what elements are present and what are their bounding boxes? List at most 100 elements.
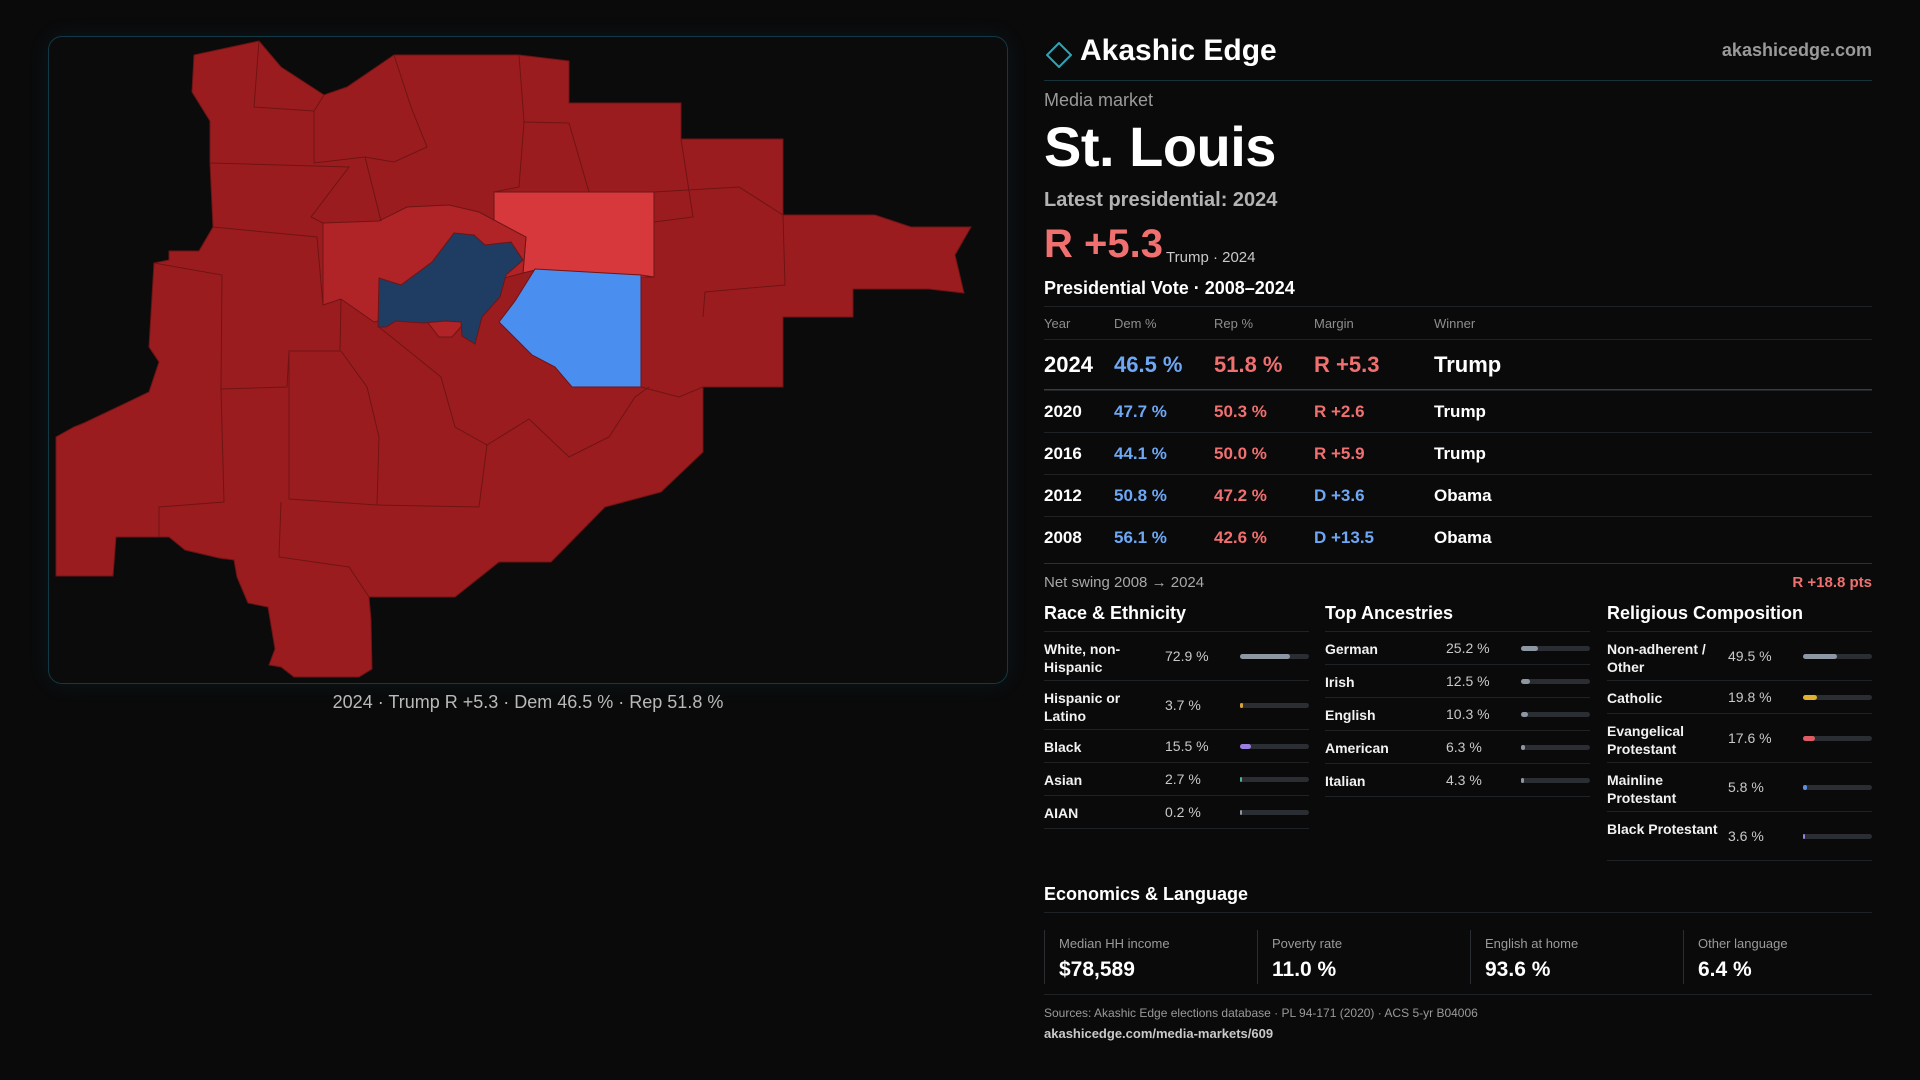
item-label: Black Protestant — [1607, 821, 1718, 837]
item-value: 6.3 % — [1446, 739, 1482, 755]
progress-track — [1803, 695, 1872, 700]
permalink[interactable]: akashicedge.com/media-markets/609 — [1044, 1026, 1274, 1041]
progress-fill — [1521, 745, 1525, 750]
header-year: Year — [1044, 316, 1071, 331]
progress-fill — [1240, 744, 1251, 749]
list-item: German 25.2 % — [1325, 632, 1590, 665]
header-winner: Winner — [1434, 316, 1476, 331]
county-shape[interactable] — [55, 40, 972, 678]
brand-url[interactable]: akashicedge.com — [1721, 40, 1872, 60]
list-item: English 10.3 % — [1325, 698, 1590, 731]
stat-label: Other language — [1698, 936, 1788, 951]
item-value: 5.8 % — [1728, 779, 1764, 795]
item-label: AIAN — [1044, 805, 1079, 821]
progress-track — [1521, 679, 1590, 684]
item-label: Italian — [1325, 773, 1366, 789]
latest-winner-year: Trump · 2024 — [1166, 249, 1256, 266]
sources-text: Sources: Akashic Edge elections database… — [1044, 1006, 1478, 1020]
item-label: Irish — [1325, 674, 1355, 690]
row-winner: Trump — [1434, 352, 1502, 377]
progress-track — [1521, 646, 1590, 651]
progress-fill — [1803, 736, 1815, 741]
row-year: 2016 — [1044, 444, 1082, 463]
stat-median-income: Median HH income $78,589 — [1044, 930, 1243, 984]
presidential-vote-title: Presidential Vote · 2008–2024 — [1044, 278, 1295, 298]
county-shapes — [55, 40, 972, 678]
list-item: American 6.3 % — [1325, 731, 1590, 764]
row-winner: Trump — [1434, 444, 1486, 463]
divider — [1044, 994, 1872, 995]
item-value: 17.6 % — [1728, 730, 1772, 746]
list-item: Irish 12.5 % — [1325, 665, 1590, 698]
row-rep: 42.6 % — [1214, 528, 1267, 547]
county-shape[interactable] — [498, 268, 642, 388]
race-ethnicity-list: White, non-Hispanic 72.9 % Hispanic or Lat… — [1044, 632, 1309, 829]
row-margin: R +5.9 — [1314, 444, 1365, 463]
list-item: Black Protestant 3.6 % — [1607, 812, 1872, 861]
stat-value: $78,589 — [1059, 958, 1135, 981]
section-title: Top Ancestries — [1325, 603, 1590, 632]
stat-label: English at home — [1485, 936, 1579, 951]
header-margin: Margin — [1314, 316, 1354, 331]
progress-fill — [1803, 785, 1807, 790]
row-dem: 46.5 % — [1114, 352, 1183, 377]
item-value: 0.2 % — [1165, 804, 1201, 820]
item-label: Mainline Protestant — [1607, 772, 1677, 806]
county-borders — [153, 40, 786, 598]
section-title: Race & Ethnicity — [1044, 603, 1309, 632]
item-value: 4.3 % — [1446, 772, 1482, 788]
item-value: 72.9 % — [1165, 648, 1209, 664]
progress-track — [1803, 736, 1872, 741]
brand-name[interactable]: Akashic Edge — [1080, 34, 1277, 67]
item-label: Catholic — [1607, 690, 1663, 706]
list-item: Italian 4.3 % — [1325, 764, 1590, 797]
table-row: 2012 50.8 % 47.2 % D +3.6 Obama — [1044, 474, 1872, 516]
item-label: German — [1325, 641, 1378, 657]
row-margin: R +2.6 — [1314, 402, 1365, 421]
header-dem: Dem % — [1114, 316, 1157, 331]
progress-fill — [1803, 695, 1817, 700]
map-caption: 2024 · Trump R +5.3 · Dem 46.5 % · Rep 5… — [332, 692, 724, 712]
progress-track — [1240, 777, 1309, 782]
progress-fill — [1240, 654, 1290, 659]
list-item: Hispanic or Latino 3.7 % — [1044, 681, 1309, 730]
stat-english-at-home: English at home 93.6 % — [1470, 930, 1669, 984]
economics-stats: Median HH income $78,589 Poverty rate 11… — [1044, 926, 1872, 990]
county-shape[interactable] — [377, 232, 524, 345]
item-label: Black — [1044, 739, 1082, 755]
item-value: 3.6 % — [1728, 828, 1764, 844]
table-row: 2016 44.1 % 50.0 % R +5.9 Trump — [1044, 432, 1872, 474]
item-value: 49.5 % — [1728, 648, 1772, 664]
row-dem: 50.8 % — [1114, 486, 1167, 505]
header-rep: Rep % — [1214, 316, 1254, 331]
item-value: 12.5 % — [1446, 673, 1490, 689]
progress-track — [1240, 654, 1309, 659]
progress-track — [1240, 744, 1309, 749]
stat-value: 93.6 % — [1485, 958, 1551, 981]
race-ethnicity-section: Race & Ethnicity White, non-Hispanic 72.9… — [1044, 603, 1309, 829]
header: Akashic Edge akashicedge.com — [1044, 30, 1872, 81]
latest-presidential-label: Latest presidential: 2024 — [1044, 189, 1278, 211]
row-winner: Obama — [1434, 486, 1492, 505]
list-item: AIAN 0.2 % — [1044, 796, 1309, 829]
row-dem: 44.1 % — [1114, 444, 1167, 463]
row-margin: D +3.6 — [1314, 486, 1365, 505]
row-dem: 47.7 % — [1114, 402, 1167, 421]
section-title: Religious Composition — [1607, 603, 1872, 632]
stat-other-language: Other language 6.4 % — [1683, 930, 1882, 984]
progress-track — [1803, 654, 1872, 659]
stat-value: 6.4 % — [1698, 958, 1752, 981]
row-year: 2008 — [1044, 528, 1082, 547]
item-value: 19.8 % — [1728, 689, 1772, 705]
row-year: 2012 — [1044, 486, 1082, 505]
list-item: Catholic 19.8 % — [1607, 681, 1872, 714]
progress-track — [1521, 778, 1590, 783]
row-margin: R +5.3 — [1314, 352, 1380, 377]
progress-fill — [1240, 777, 1242, 782]
list-item: Black 15.5 % — [1044, 730, 1309, 763]
progress-fill — [1521, 778, 1524, 783]
net-swing-label: Net swing 2008 → 2024 — [1044, 574, 1205, 591]
progress-fill — [1240, 703, 1243, 708]
latest-margin: R +5.3 — [1044, 222, 1163, 266]
table-row: 2024 46.5 % 51.8 % R +5.3 Trump — [1044, 339, 1872, 390]
